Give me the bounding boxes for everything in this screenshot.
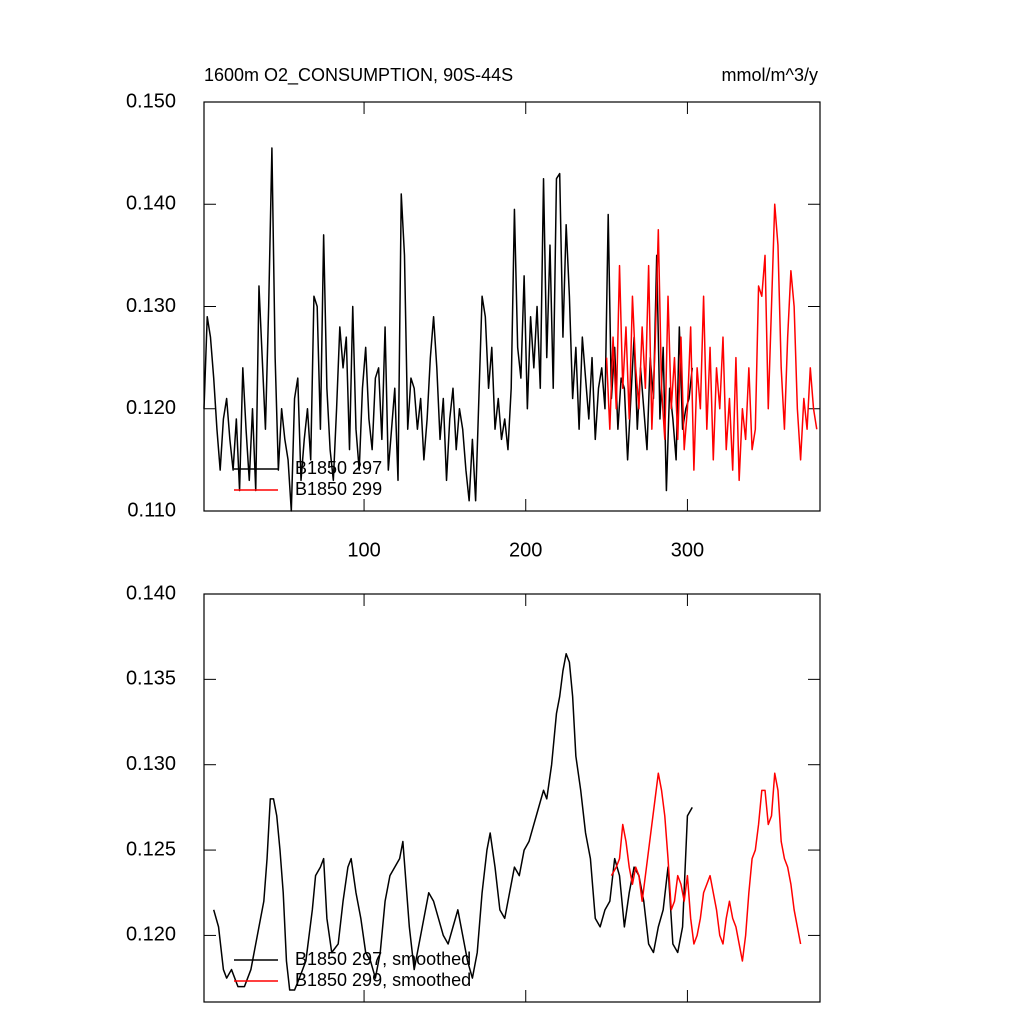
series-line	[610, 772, 802, 962]
legend-label: B1850 299, smoothed	[295, 970, 471, 990]
legend-label: B1850 299	[295, 479, 382, 499]
y-tick-label: 0.140	[126, 582, 176, 604]
y-tick-label: 0.130	[126, 753, 176, 775]
y-tick-label: 0.120	[126, 924, 176, 946]
series-line	[203, 147, 694, 512]
y-tick-label: 0.120	[126, 397, 176, 419]
plot-frame	[203, 593, 821, 1003]
x-tick-label: 200	[509, 539, 542, 561]
y-tick-label: 0.130	[126, 295, 176, 317]
series-line	[605, 203, 818, 482]
legend-label: B1850 297, smoothed	[295, 949, 471, 969]
y-tick-label: 0.110	[127, 499, 176, 521]
y-tick-label: 0.150	[126, 90, 176, 112]
legend-label: B1850 297	[295, 458, 382, 478]
x-tick-label: 100	[347, 539, 380, 561]
chart-title: 1600m O2_CONSUMPTION, 90S-44S	[204, 65, 513, 86]
y-tick-label: 0.135	[126, 668, 176, 690]
chart-units: mmol/m^3/y	[722, 65, 818, 85]
x-tick-label: 300	[671, 539, 704, 561]
y-tick-label: 0.125	[126, 838, 176, 860]
series-line	[212, 653, 693, 991]
y-tick-label: 0.140	[126, 193, 176, 215]
